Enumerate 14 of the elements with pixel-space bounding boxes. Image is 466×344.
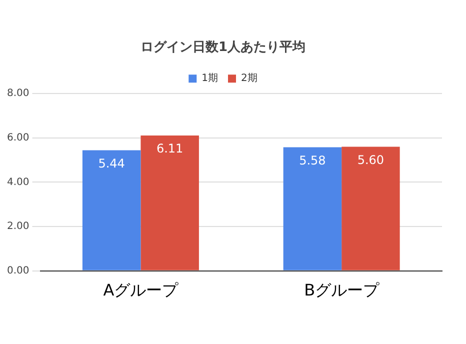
data-label: 5.44 <box>98 156 125 170</box>
y-tick-label: 4.00 <box>7 176 30 188</box>
y-tick-label: 8.00 <box>7 88 30 100</box>
y-tick-label: 2.00 <box>7 221 30 232</box>
x-tick-label: Bグループ <box>304 280 380 300</box>
data-label: 5.58 <box>299 153 326 168</box>
chart-title: ログイン日数1人あたり平均 <box>140 40 306 56</box>
y-tick-label: 6.00 <box>7 132 30 144</box>
legend-label: 1期 <box>202 72 218 84</box>
y-tick-label: 0.00 <box>7 265 30 276</box>
data-label: 5.60 <box>357 152 384 167</box>
data-label: 6.11 <box>156 142 184 156</box>
x-tick-label: Aグループ <box>103 280 180 300</box>
legend-label: 2期 <box>241 72 258 84</box>
